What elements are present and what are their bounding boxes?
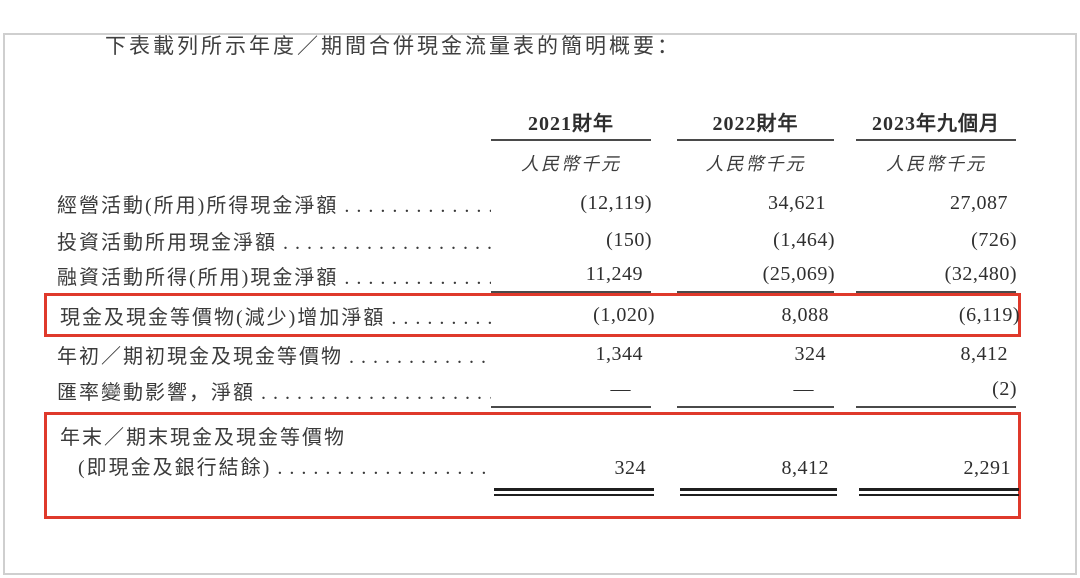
cell-value: 34,621	[768, 192, 826, 214]
table-row-beginning-cash: 年初／期初現金及現金等價物 . . . . . . . . . . . . . …	[57, 337, 1016, 372]
cell-value: 324	[614, 457, 646, 479]
table-row-net-change: 現金及現金等價物(減少)增加淨額 . . . . . . . . . . . .…	[60, 296, 1020, 334]
cell-value: (1,464)	[773, 228, 835, 251]
unit-label: 人民幣千元	[521, 154, 621, 174]
table-row-ending-cash: 年末／期末現金及現金等價物 (即現金及銀行結餘) . . . . . . . .…	[60, 415, 1019, 516]
cell-value: (150)	[606, 228, 652, 251]
column-header-2023: 2023年九個月	[856, 103, 1016, 141]
cell-value: (32,480)	[944, 263, 1017, 285]
dot-leader: . . . . . . . . . . . . . . . . . . . . …	[277, 457, 494, 479]
cell-value: 324	[794, 343, 826, 365]
cell-value: —	[793, 377, 814, 400]
cash-flow-summary-table: 2021財年 2022財年 2023年九個月 人民幣千元 人民幣千元 人民幣千元…	[44, 103, 1021, 519]
unit-label: 人民幣千元	[705, 154, 806, 174]
column-header-2021: 2021財年	[491, 103, 651, 141]
table-header-units: 人民幣千元 人民幣千元 人民幣千元	[57, 141, 1016, 185]
table-header-years: 2021財年 2022財年 2023年九個月	[57, 103, 1016, 141]
dot-leader: . . . . . . . . . . . . . . . . . . . . …	[344, 267, 491, 289]
section-title: 下表載列所示年度／期間合併現金流量表的簡明概要：	[105, 34, 681, 58]
table-row-financing: 融資活動所得(所用)現金淨額 . . . . . . . . . . . . .…	[57, 258, 1017, 293]
double-rule	[494, 488, 654, 496]
cell-value: (12,119)	[580, 192, 652, 214]
cell-value: (25,069)	[762, 263, 835, 285]
cell-value: (1,020)	[593, 303, 655, 326]
cell-value: 8,088	[781, 303, 829, 326]
row-label: 融資活動所得(所用)現金淨額	[57, 267, 339, 289]
row-label: 經營活動(所用)所得現金淨額	[57, 195, 339, 217]
cell-value: 2,291	[963, 457, 1011, 479]
cell-value: 1,344	[595, 343, 643, 365]
table-row-fx-effect: 匯率變動影響，淨額 . . . . . . . . . . . . . . . …	[57, 372, 1017, 408]
dot-leader: . . . . . . . . . . . . . . . . . . . . …	[391, 306, 494, 329]
highlight-box-ending-cash: 年末／期末現金及現金等價物 (即現金及銀行結餘) . . . . . . . .…	[44, 412, 1021, 519]
row-label-line2: (即現金及銀行結餘)	[78, 457, 272, 479]
cell-value: 8,412	[781, 457, 829, 479]
dot-leader: . . . . . . . . . . . . . . . . . . . . …	[344, 195, 491, 217]
highlight-box-net-change: 現金及現金等價物(減少)增加淨額 . . . . . . . . . . . .…	[44, 293, 1021, 337]
dot-leader: . . . . . . . . . . . . . . . . . . . . …	[349, 346, 491, 368]
column-header-2022: 2022財年	[677, 103, 834, 141]
cell-value: (726)	[971, 228, 1017, 251]
row-label: 匯率變動影響，淨額	[57, 381, 255, 404]
row-label-line1: 年末／期末現金及現金等價物	[60, 427, 346, 449]
dot-leader: . . . . . . . . . . . . . . . . . . . . …	[261, 381, 491, 404]
table-row-operating: 經營活動(所用)所得現金淨額 . . . . . . . . . . . . .…	[57, 185, 1016, 222]
table-row-investing: 投資活動所用現金淨額 . . . . . . . . . . . . . . .…	[57, 222, 1017, 258]
row-label: 年初／期初現金及現金等價物	[57, 346, 343, 368]
row-label: 現金及現金等價物(減少)增加淨額	[60, 306, 386, 329]
cell-value: (6,119)	[958, 303, 1020, 326]
cell-value: 8,412	[960, 343, 1008, 365]
double-rule	[859, 488, 1019, 496]
double-rule	[680, 488, 837, 496]
cell-value: 11,249	[585, 263, 643, 285]
row-label: 投資活動所用現金淨額	[57, 231, 277, 254]
cell-value: 27,087	[950, 192, 1008, 214]
dot-leader: . . . . . . . . . . . . . . . . . . . . …	[283, 231, 491, 254]
unit-label: 人民幣千元	[886, 154, 986, 174]
cell-value: —	[610, 377, 631, 400]
cell-value: (2)	[992, 377, 1017, 400]
